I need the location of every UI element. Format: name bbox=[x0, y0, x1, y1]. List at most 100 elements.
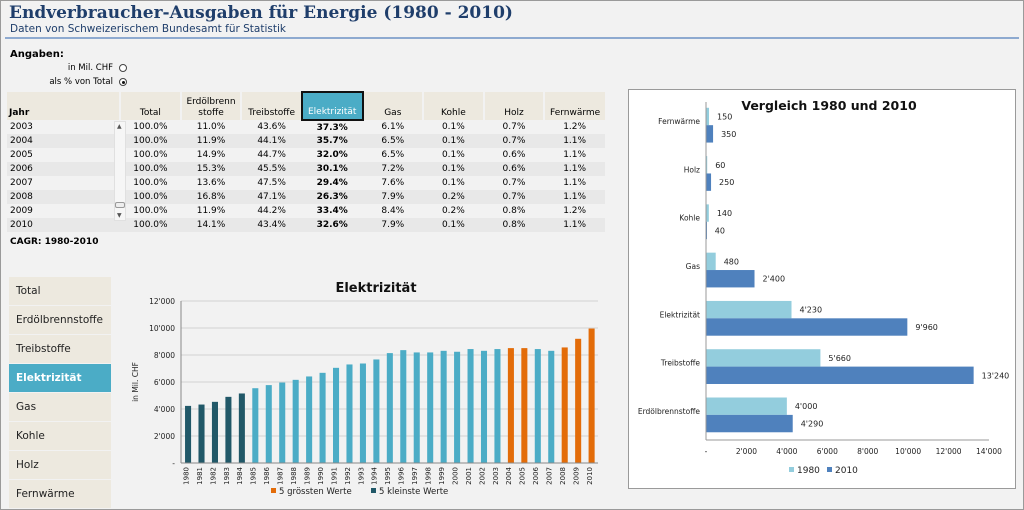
x-tick-label: 1998 bbox=[425, 467, 433, 485]
column-header: Jahr bbox=[7, 92, 121, 120]
table-cell: 43.4% bbox=[241, 218, 302, 232]
bar-1985 bbox=[252, 388, 259, 463]
category-button-kohle[interactable]: Kohle bbox=[9, 422, 111, 450]
x-tick-label: 1986 bbox=[263, 466, 271, 484]
x-tick-label: 1994 bbox=[371, 466, 379, 484]
column-header: Gas bbox=[361, 92, 424, 120]
table-cell: 2006 bbox=[7, 162, 121, 176]
table-cell: 11.9% bbox=[180, 134, 242, 148]
table-cell: 1.1% bbox=[544, 162, 605, 176]
table-cell: 100.0% bbox=[133, 178, 168, 188]
data-label: 40 bbox=[715, 226, 725, 235]
y-tick-label: 12'000 bbox=[149, 297, 175, 306]
table-cell: 47.1% bbox=[241, 190, 302, 204]
data-label: 150 bbox=[717, 112, 732, 121]
table-cell: 1.1% bbox=[544, 218, 605, 232]
table-cell: 0.1% bbox=[423, 134, 484, 148]
table-cell: 8.4% bbox=[381, 206, 405, 216]
category-button-erdölbrennstoffe[interactable]: Erdölbrennstoffe bbox=[9, 306, 111, 334]
bar-1980-fernwärme bbox=[706, 107, 710, 126]
bar-1984 bbox=[238, 393, 245, 463]
x-tick-label: 2000 bbox=[451, 467, 459, 485]
legend-label: 2010 bbox=[835, 466, 858, 476]
table-cell: 6.1% bbox=[381, 122, 405, 132]
table-row: 2009 100.0% 11.9% 44.2% 33.4% 8.4% 0.2% 0.8% 1.2… bbox=[7, 204, 605, 218]
radio-percent-total[interactable] bbox=[119, 78, 127, 86]
table-cell: 44.2% bbox=[257, 206, 286, 216]
table-cell: 0.8% bbox=[502, 206, 526, 216]
table-cell: 0.8% bbox=[483, 218, 545, 232]
column-header: Holz bbox=[482, 92, 545, 120]
x-tick-label: 1999 bbox=[438, 467, 446, 485]
category-button-total[interactable]: Total bbox=[9, 277, 111, 305]
x-tick-label: 2007 bbox=[546, 467, 554, 485]
scroll-thumb[interactable] bbox=[115, 202, 125, 208]
table-cell: 1.2% bbox=[563, 122, 587, 132]
x-tick-label: 1985 bbox=[250, 467, 258, 485]
category-label: Holz bbox=[684, 165, 700, 174]
data-label: 9'960 bbox=[915, 323, 938, 332]
legend-swatch-min bbox=[371, 488, 376, 493]
table-cell: 44.1% bbox=[241, 134, 302, 148]
table-cell: 2003 bbox=[10, 122, 33, 132]
comparison-chart: Vergleich 1980 und 2010 Fernwärme 150 350 Ho… bbox=[638, 98, 1009, 476]
y-tick-label: 8'000 bbox=[154, 351, 175, 360]
bar-1980-kohle bbox=[706, 204, 709, 222]
bar-1980-treibstoffe bbox=[706, 349, 821, 367]
table-cell: 0.7% bbox=[483, 134, 545, 148]
table-cell: 100.0% bbox=[133, 206, 168, 216]
bar-1990 bbox=[319, 372, 326, 463]
table-cell: 7.9% bbox=[362, 190, 424, 204]
x-tick-label: 2002 bbox=[478, 467, 486, 485]
table-header: Jahr Total Erdölbrenn stoffe Treibstoffe Ele… bbox=[7, 91, 605, 121]
table-cell: 13.6% bbox=[196, 178, 226, 188]
category-button-elektrizität[interactable]: Elektrizität bbox=[9, 364, 111, 392]
x-tick-label: 14'000 bbox=[976, 447, 1002, 456]
category-button-gas[interactable]: Gas bbox=[9, 393, 111, 421]
data-label: 480 bbox=[724, 257, 739, 266]
column-header[interactable]: Elektrizität bbox=[300, 91, 364, 121]
table-cell: 2008 bbox=[7, 190, 121, 204]
category-button-holz[interactable]: Holz bbox=[9, 451, 111, 479]
bar-1996 bbox=[400, 350, 407, 463]
year-scrollbar[interactable]: ▲ ▼ bbox=[114, 121, 126, 221]
radio-mil-chf[interactable] bbox=[119, 64, 127, 72]
bar-2010-erdölbrennstoffe bbox=[706, 414, 793, 433]
bar-2010-elektrizität bbox=[706, 318, 908, 336]
table-cell: 0.2% bbox=[441, 206, 465, 216]
table-cell: 44.7% bbox=[257, 150, 286, 160]
data-label: 4'230 bbox=[800, 306, 823, 315]
legend-label: 5 grössten Werte bbox=[279, 487, 352, 497]
table-cell: 37.3% bbox=[316, 122, 348, 133]
scroll-down-icon[interactable]: ▼ bbox=[117, 212, 122, 219]
scroll-up-icon[interactable]: ▲ bbox=[117, 123, 122, 130]
data-label: 2'400 bbox=[763, 275, 786, 284]
category-label: Elektrizität bbox=[660, 310, 700, 319]
y-tick-label: - bbox=[172, 459, 175, 468]
bar-2007 bbox=[548, 350, 555, 463]
category-button-fernwärme[interactable]: Fernwärme bbox=[9, 480, 111, 508]
bar-1995 bbox=[386, 353, 393, 463]
bar-1980-holz bbox=[706, 156, 708, 174]
x-tick-label: 1981 bbox=[196, 467, 204, 485]
data-label: 250 bbox=[719, 178, 734, 187]
bar-1991 bbox=[333, 367, 340, 463]
x-tick-label: 1990 bbox=[317, 467, 325, 485]
bar-1988 bbox=[292, 379, 299, 463]
x-tick-label: 2008 bbox=[559, 467, 567, 485]
option-mil-chf[interactable]: in Mil. CHF bbox=[68, 63, 127, 73]
table-cell: 0.6% bbox=[502, 150, 526, 160]
option-percent-total[interactable]: als % von Total bbox=[49, 77, 127, 87]
category-label: Treibstoffe bbox=[660, 359, 700, 368]
table-cell: 100.0% bbox=[120, 162, 181, 176]
category-button-treibstoffe[interactable]: Treibstoffe bbox=[9, 335, 111, 363]
chart-title: Elektrizität bbox=[335, 281, 416, 296]
category-label: Fernwärme bbox=[658, 117, 700, 126]
table-cell: 7.6% bbox=[381, 178, 405, 188]
x-tick-label: 1993 bbox=[357, 467, 365, 485]
bar-1986 bbox=[265, 385, 272, 463]
table-cell: 1.2% bbox=[563, 206, 587, 216]
x-tick-label: 2009 bbox=[572, 467, 580, 485]
table-cell: 11.9% bbox=[196, 206, 226, 216]
y-tick-label: 2'000 bbox=[154, 432, 175, 441]
